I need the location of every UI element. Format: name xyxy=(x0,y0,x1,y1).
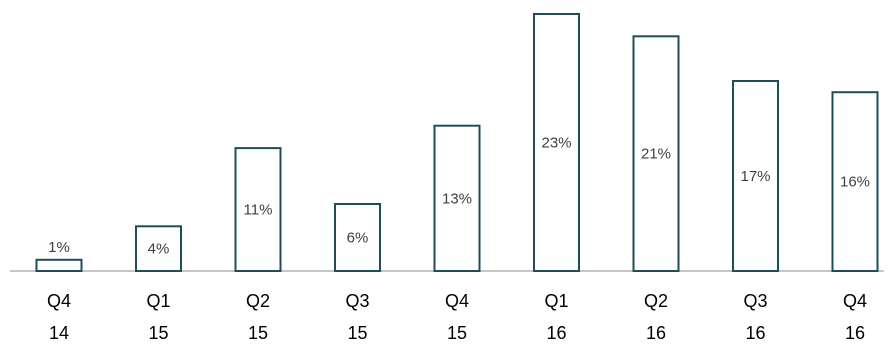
x-tick-label-0-line-1: 14 xyxy=(49,323,69,343)
value-label-3: 6% xyxy=(347,230,369,247)
bar-3 xyxy=(334,203,381,272)
bar-7 xyxy=(732,80,779,272)
x-tick-label-3-line-1: 15 xyxy=(347,323,367,343)
value-label-7: 17% xyxy=(740,168,770,185)
value-labels-group: 1% 4% 11% 6% 13% 23% 21% 17% 16% xyxy=(48,135,870,258)
value-label-4: 13% xyxy=(442,190,472,207)
bar-6 xyxy=(632,35,680,272)
x-tick-label-5-line-1: 16 xyxy=(546,323,566,343)
value-label-6: 21% xyxy=(641,146,671,163)
x-tick-label-1-line-1: 15 xyxy=(148,323,168,343)
x-tick-label-7-line-0: Q3 xyxy=(743,291,767,311)
x-tick-label-2-line-0: Q2 xyxy=(246,291,270,311)
value-label-8: 16% xyxy=(840,174,870,191)
value-label-5: 23% xyxy=(541,135,571,152)
value-label-2: 11% xyxy=(244,202,273,219)
x-tick-label-1-line-0: Q1 xyxy=(146,291,170,311)
x-tick-label-7-line-1: 16 xyxy=(745,323,765,343)
x-tick-label-2-line-1: 15 xyxy=(248,323,268,343)
x-tick-label-0-line-0: Q4 xyxy=(47,291,71,311)
bar-0 xyxy=(35,258,83,272)
x-tick-label-5-line-0: Q1 xyxy=(544,291,568,311)
x-tick-label-8-line-0: Q4 xyxy=(843,291,867,311)
bar-5 xyxy=(533,13,580,272)
x-tick-labels-group: Q4 14 Q1 15 Q2 15 Q3 15 Q4 15 Q1 16 Q2 16 Q3 16 Q4 16 xyxy=(47,291,867,343)
value-label-1: 4% xyxy=(148,241,170,258)
bar-8 xyxy=(831,91,879,272)
bars-group xyxy=(35,13,879,273)
bar-1 xyxy=(135,225,182,273)
bar-4 xyxy=(433,124,481,272)
x-tick-label-8-line-1: 16 xyxy=(845,323,865,343)
value-label-0: 1% xyxy=(48,239,70,256)
x-tick-label-6-line-1: 16 xyxy=(646,323,666,343)
x-tick-label-6-line-0: Q2 xyxy=(644,291,668,311)
x-tick-label-4-line-0: Q4 xyxy=(445,291,469,311)
x-tick-label-4-line-1: 15 xyxy=(447,323,467,343)
x-tick-label-3-line-0: Q3 xyxy=(345,291,369,311)
bar-2 xyxy=(234,147,282,273)
